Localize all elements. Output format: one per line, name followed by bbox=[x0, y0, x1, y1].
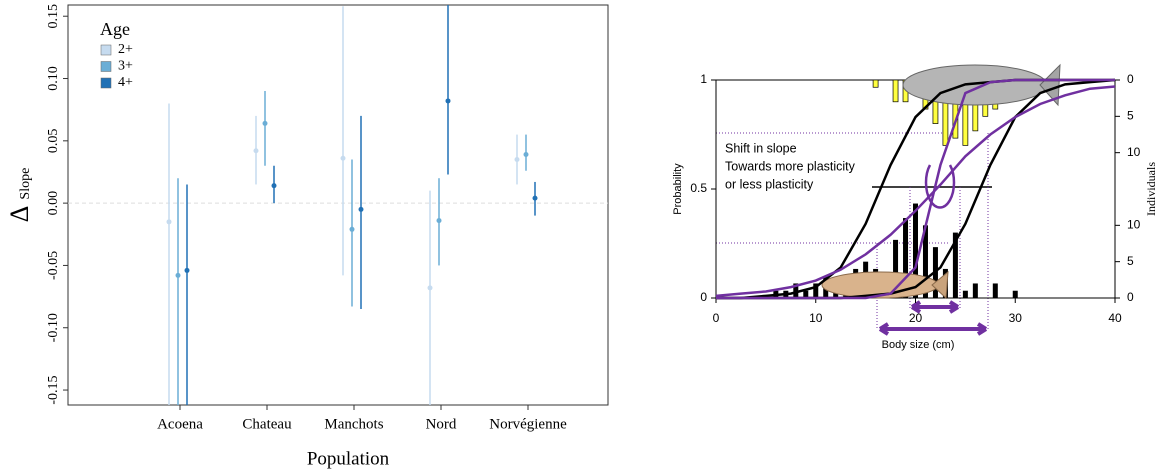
y-tick-label: -0.05 bbox=[46, 251, 61, 280]
point bbox=[532, 195, 538, 201]
point bbox=[175, 272, 181, 278]
x-tick-label: 20 bbox=[909, 311, 923, 325]
marks bbox=[166, 5, 538, 405]
legend-label: 4+ bbox=[118, 75, 133, 90]
y2-tick-label: 0 bbox=[1127, 72, 1134, 86]
hist-bar bbox=[962, 290, 968, 298]
hist-bar bbox=[913, 203, 918, 298]
hist-bar bbox=[872, 79, 879, 88]
point bbox=[262, 120, 268, 126]
hist-bar bbox=[803, 290, 809, 298]
y-tick-label: 0.5 bbox=[690, 181, 707, 195]
hist-bar bbox=[922, 225, 928, 298]
x-tick-label: Norvégienne bbox=[489, 416, 567, 432]
x-tick-label: 0 bbox=[713, 311, 720, 325]
y-tick-label: 0.05 bbox=[46, 129, 61, 154]
hist-bar bbox=[793, 283, 799, 298]
legend-swatch bbox=[100, 44, 112, 56]
hist-bar bbox=[1012, 290, 1018, 298]
x-tick-label: 10 bbox=[809, 311, 823, 325]
legend-swatch bbox=[100, 61, 112, 72]
curve bbox=[716, 78, 1115, 300]
y2-tick-label: 0 bbox=[1127, 290, 1134, 304]
point bbox=[427, 285, 433, 291]
y-tick-label: -0.10 bbox=[46, 313, 61, 342]
point bbox=[514, 157, 520, 163]
y-tick-label: -0.15 bbox=[46, 375, 61, 404]
hist-bar bbox=[813, 283, 819, 298]
hist-bar bbox=[972, 283, 978, 298]
x-axis-label: Population bbox=[307, 448, 390, 469]
x-tick-label: Manchots bbox=[324, 416, 383, 432]
fish-illustrations bbox=[821, 63, 1061, 300]
x-tick-label: Nord bbox=[426, 416, 457, 432]
point bbox=[523, 152, 529, 158]
y2-tick-label: 10 bbox=[1127, 145, 1141, 159]
point bbox=[436, 218, 442, 224]
point bbox=[358, 206, 364, 212]
x-tick-label: Acoena bbox=[157, 416, 203, 432]
legend-label: 2+ bbox=[118, 42, 133, 57]
legend-swatch bbox=[100, 77, 112, 89]
y-axis-symbol: Δ bbox=[5, 206, 34, 223]
diagram-guides bbox=[716, 132, 992, 336]
point bbox=[271, 183, 277, 189]
legend-label: 3+ bbox=[118, 59, 133, 74]
y-axis-sub: Slope bbox=[18, 168, 33, 200]
hist-bar bbox=[893, 239, 899, 298]
y2-tick-label: 5 bbox=[1127, 254, 1134, 268]
point bbox=[445, 98, 451, 104]
annotation: Shift in slope bbox=[725, 141, 797, 155]
plot-frame bbox=[67, 4, 609, 406]
y-tick-label: 0.10 bbox=[46, 66, 61, 91]
y2-tick-label: 5 bbox=[1127, 109, 1134, 123]
y2-axis-label: Individuals bbox=[1144, 162, 1158, 216]
y-tick-label: 0 bbox=[700, 290, 707, 304]
hist-bar bbox=[903, 218, 909, 298]
y-axis-label: Probability bbox=[672, 163, 684, 215]
hist-bar bbox=[992, 283, 998, 298]
x-tick-label: Chateau bbox=[242, 416, 292, 432]
y-axis-label: Δ Slope bbox=[5, 168, 34, 223]
point bbox=[349, 226, 355, 232]
hist-bar bbox=[952, 232, 958, 298]
legend-title: Age bbox=[100, 19, 130, 39]
hist-bar bbox=[892, 79, 899, 103]
point bbox=[253, 148, 259, 154]
x-tick-label: 30 bbox=[1009, 311, 1023, 325]
hist-bar bbox=[833, 290, 839, 298]
curve bbox=[715, 85, 1116, 298]
y-tick-label: 0.00 bbox=[46, 191, 61, 216]
y-tick-label: 1 bbox=[700, 72, 707, 86]
point bbox=[340, 155, 346, 161]
annotation: or less plasticity bbox=[725, 177, 814, 191]
y2-tick-label: 10 bbox=[1127, 218, 1141, 232]
x-axis-label: Body size (cm) bbox=[882, 339, 955, 351]
annotation: Towards more plasticity bbox=[725, 159, 856, 173]
y-tick-label: 0.15 bbox=[46, 4, 61, 29]
x-tick-label: 40 bbox=[1108, 311, 1122, 325]
point bbox=[184, 267, 190, 273]
point bbox=[166, 219, 172, 225]
